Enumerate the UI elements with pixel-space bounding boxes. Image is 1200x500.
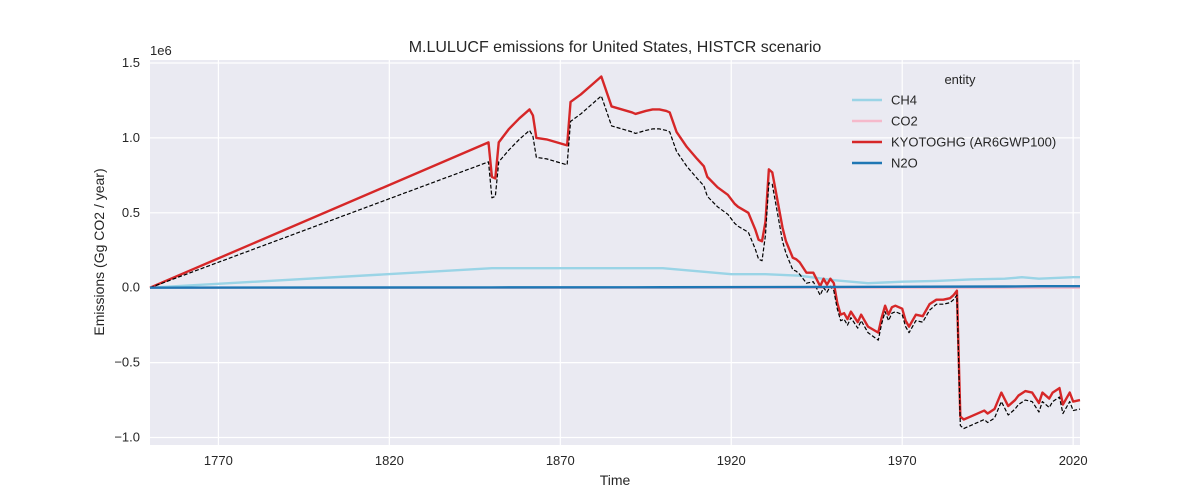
legend-label-ch4: CH4 bbox=[891, 93, 917, 108]
legend-label-kyotoghg-ar6gwp100: KYOTOGHG (AR6GWP100) bbox=[891, 135, 1056, 150]
x-tick-label: 1870 bbox=[546, 453, 575, 468]
y-tick-label: −0.5 bbox=[114, 355, 140, 370]
y-tick-label: 1.0 bbox=[122, 130, 140, 145]
x-tick-label: 1820 bbox=[375, 453, 404, 468]
series-line-n2o bbox=[149, 285, 1080, 289]
x-tick-label: 1770 bbox=[204, 453, 233, 468]
legend-label-n2o: N2O bbox=[891, 156, 918, 171]
legend: entity CH4 CO2 KYOTOGHG (AR6GWP100) N2O bbox=[852, 72, 1056, 171]
x-tick-labels: 1770 1820 1870 1920 1970 2020 bbox=[204, 453, 1088, 468]
y-tick-label: 0.5 bbox=[122, 205, 140, 220]
y-tick-label: −1.0 bbox=[114, 430, 140, 445]
x-tick-label: 1920 bbox=[717, 453, 746, 468]
legend-title: entity bbox=[944, 72, 976, 87]
series-line-kyotoghg-ar6gwp100 bbox=[149, 75, 1081, 421]
series-layer bbox=[149, 75, 1081, 430]
plot-background bbox=[150, 60, 1080, 445]
x-tick-label: 1970 bbox=[888, 453, 917, 468]
y-tick-label: 0.0 bbox=[122, 280, 140, 295]
y-tick-label: 1.5 bbox=[122, 55, 140, 70]
y-axis-label: Emissions (Gg CO2 / year) bbox=[91, 168, 107, 335]
x-axis-label: Time bbox=[600, 472, 631, 488]
series-line-ch4 bbox=[149, 267, 1080, 289]
x-tick-label: 2020 bbox=[1059, 453, 1088, 468]
chart-title: M.LULUCF emissions for United States, HI… bbox=[409, 39, 822, 56]
y-tick-labels: −1.0 −0.5 0.0 0.5 1.0 1.5 bbox=[114, 55, 140, 445]
y-scale-note: 1e6 bbox=[150, 43, 172, 58]
legend-label-co2: CO2 bbox=[891, 114, 918, 129]
